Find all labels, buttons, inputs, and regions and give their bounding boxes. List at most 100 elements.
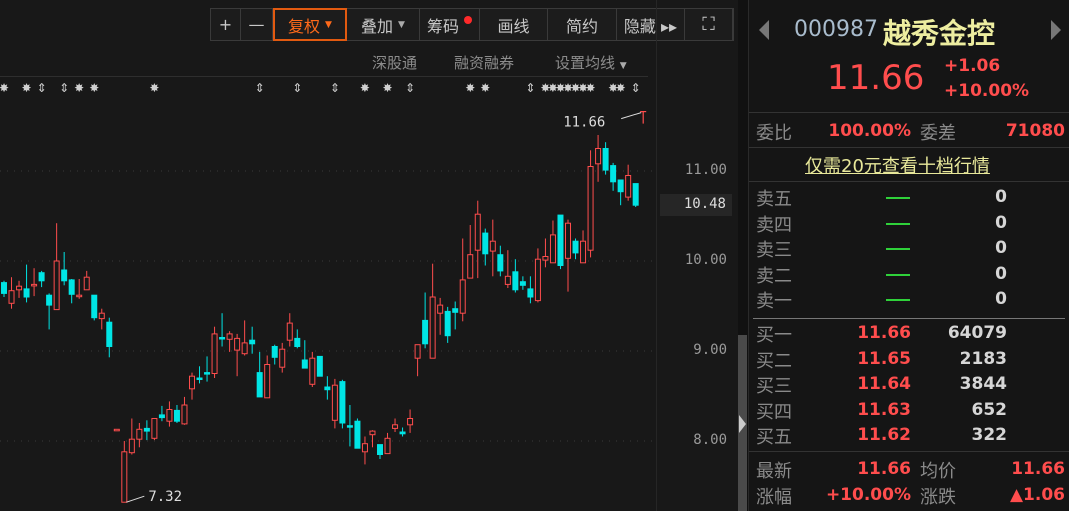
ma-settings-label: 设置均线 bbox=[555, 54, 616, 72]
sell-level-label: 卖二 bbox=[756, 265, 792, 287]
candle-up bbox=[151, 418, 158, 439]
price-change-pct: +10.00% bbox=[944, 81, 1030, 101]
no-price-dash bbox=[886, 222, 910, 225]
candle-up bbox=[459, 279, 466, 314]
latest-value: 11.66 bbox=[857, 459, 911, 479]
fuquan-label: 复权 bbox=[288, 16, 321, 36]
event-arrow-icon: ⇕ bbox=[631, 81, 641, 95]
event-star-icon: ✸ bbox=[382, 81, 392, 95]
buy-level-label: 买三 bbox=[756, 376, 792, 397]
sell-level-label: 卖五 bbox=[756, 189, 792, 210]
caret-down-icon: ▼ bbox=[619, 61, 627, 71]
event-star-icon: ✸ bbox=[74, 81, 84, 95]
chart-toolbar: + — 复权 ▼ 叠加 ▼ 筹码 画线 简约 隐藏 ▸▸ ⛶ bbox=[210, 8, 734, 41]
zoom-in-label: + bbox=[218, 15, 233, 34]
zoom-out-button[interactable]: — bbox=[241, 9, 273, 40]
candle-up bbox=[595, 148, 602, 165]
sell-level-label: 卖四 bbox=[756, 214, 792, 236]
candle-up bbox=[8, 290, 15, 304]
candle-up bbox=[437, 304, 444, 314]
level2-upgrade-link[interactable]: 仅需20元查看十档行情 bbox=[805, 156, 990, 177]
candle-down bbox=[158, 414, 165, 419]
buy-level-price: 11.64 bbox=[857, 374, 911, 394]
simple-mode-label: 简约 bbox=[565, 16, 598, 36]
fuquan-dropdown[interactable]: 复权 ▼ bbox=[273, 8, 347, 41]
event-star-icon: ✸ bbox=[89, 81, 99, 95]
weibi-label: 委比 bbox=[756, 123, 792, 144]
candle-down bbox=[204, 372, 211, 375]
event-star-icon: ✸ bbox=[149, 81, 159, 95]
event-arrow-icon: ⇕ bbox=[59, 81, 69, 95]
event-star-icon: ✸ bbox=[22, 81, 32, 95]
quote-panel: 000987 越秀金控 11.66 +1.06 +10.00% 委比 100.0… bbox=[748, 0, 1069, 511]
draw-line-button[interactable]: 画线 bbox=[480, 9, 548, 40]
candle-up bbox=[53, 260, 60, 311]
candle-down bbox=[339, 381, 346, 424]
buy-level-label: 买一 bbox=[756, 325, 792, 346]
avg-value: 11.66 bbox=[1011, 459, 1065, 479]
buy-level-price: 11.62 bbox=[857, 425, 911, 445]
candle-down bbox=[512, 271, 519, 291]
low-price-annotation: 7.32 bbox=[148, 489, 182, 505]
event-star-icon: ✸ bbox=[555, 81, 565, 95]
pct-label: 涨幅 bbox=[756, 487, 792, 508]
ma-settings-dropdown[interactable]: 设置均线 ▼ bbox=[555, 52, 627, 73]
buy-level-price: 11.63 bbox=[857, 399, 911, 420]
event-arrow-icon: ⇕ bbox=[330, 81, 340, 95]
y-tick-label: 9.00 bbox=[693, 342, 727, 358]
shengutong-button[interactable]: 深股通 bbox=[372, 54, 418, 72]
candle-up bbox=[565, 222, 571, 259]
zoom-in-button[interactable]: + bbox=[211, 9, 241, 40]
hide-label: 隐藏 ▸▸ bbox=[623, 16, 678, 36]
event-star-icon: ✸ bbox=[480, 81, 490, 95]
panel-scrollbar[interactable] bbox=[738, 0, 748, 511]
candle-down bbox=[324, 386, 331, 391]
candle-down bbox=[610, 165, 617, 183]
candle-down bbox=[572, 240, 579, 254]
sell-level-label: 卖一 bbox=[756, 291, 792, 312]
buy-level-label: 买二 bbox=[756, 350, 792, 372]
candle-down bbox=[497, 254, 504, 272]
collapse-panel-arrow-icon[interactable] bbox=[739, 415, 746, 433]
divider bbox=[749, 181, 1069, 182]
candle-down bbox=[482, 232, 489, 255]
candle-up bbox=[279, 348, 286, 368]
simple-mode-button[interactable]: 简约 bbox=[548, 9, 617, 40]
candle-down bbox=[38, 272, 45, 282]
candle-up bbox=[414, 344, 421, 359]
buy-level-label: 买五 bbox=[756, 427, 792, 448]
candle-down bbox=[422, 319, 429, 345]
fullscreen-button[interactable]: ⛶ bbox=[685, 9, 733, 40]
hide-button[interactable]: 隐藏 ▸▸ bbox=[617, 9, 685, 40]
candle-down bbox=[399, 431, 406, 435]
candle-up bbox=[113, 428, 120, 432]
candle-down bbox=[452, 308, 459, 313]
caret-down-icon: ▼ bbox=[325, 19, 332, 30]
candle-up bbox=[587, 166, 594, 251]
candle-up bbox=[286, 322, 293, 341]
overlay-dropdown[interactable]: 叠加 ▼ bbox=[347, 9, 420, 40]
next-stock-arrow-icon[interactable] bbox=[1051, 20, 1061, 40]
chips-button[interactable]: 筹码 bbox=[420, 9, 480, 40]
stock-code: 000987 bbox=[794, 17, 878, 42]
candle-down bbox=[617, 179, 624, 193]
no-price-dash bbox=[886, 273, 910, 276]
candle-down bbox=[316, 355, 323, 377]
prev-stock-arrow-icon[interactable] bbox=[759, 20, 769, 40]
candle-down bbox=[23, 288, 30, 298]
event-arrow-icon: ⇕ bbox=[255, 81, 265, 95]
candle-down bbox=[1, 282, 7, 294]
hover-price-label: 10.48 bbox=[660, 194, 732, 216]
candle-up bbox=[189, 375, 195, 390]
candle-up bbox=[467, 254, 474, 279]
no-price-dash bbox=[886, 248, 910, 250]
candle-up bbox=[331, 384, 338, 421]
event-star-icon: ✸ bbox=[616, 81, 626, 95]
sell-level-label: 卖三 bbox=[756, 240, 792, 261]
high-arrow-icon bbox=[621, 112, 642, 120]
y-tick-label: 11.00 bbox=[684, 162, 727, 178]
weibi-value: 100.00% bbox=[828, 121, 911, 141]
event-star-icon: ✸ bbox=[586, 81, 596, 95]
margin-trading-button[interactable]: 融资融券 bbox=[454, 54, 515, 72]
